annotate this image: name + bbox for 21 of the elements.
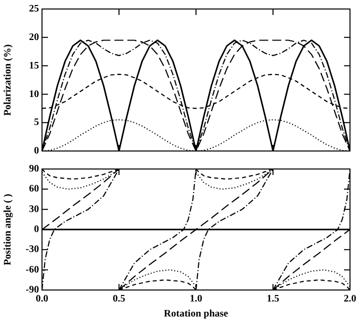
y-axis-title: Polarization (%) [2,44,14,116]
y-tick-label: 20 [29,32,39,43]
y-tick-label: 0 [34,224,39,236]
y-tick-label: 0 [34,146,39,157]
y-tick-label: 5 [34,117,39,128]
y-tick-label: -30 [26,244,39,256]
y-tick-label: -90 [26,284,39,296]
y-tick-label: -60 [26,264,39,276]
x-axis-title: Rotation phase [164,308,229,320]
y-tick-label: 25 [29,4,39,15]
x-tick-label: 1.5 [266,294,280,305]
x-tick-label: 1.0 [190,294,202,305]
x-tick-label: 2.0 [344,294,356,305]
x-tick-label: 0.5 [112,294,126,305]
y-tick-label: 60 [29,184,39,195]
y-tick-label: 10 [29,88,39,100]
x-tick-label: 0.0 [36,294,48,305]
y-tick-label: 90 [29,164,39,175]
y-tick-label: 30 [29,204,39,215]
y-tick-label: 15 [29,60,39,72]
y-axis-title: Position angle ( ) [2,194,14,266]
